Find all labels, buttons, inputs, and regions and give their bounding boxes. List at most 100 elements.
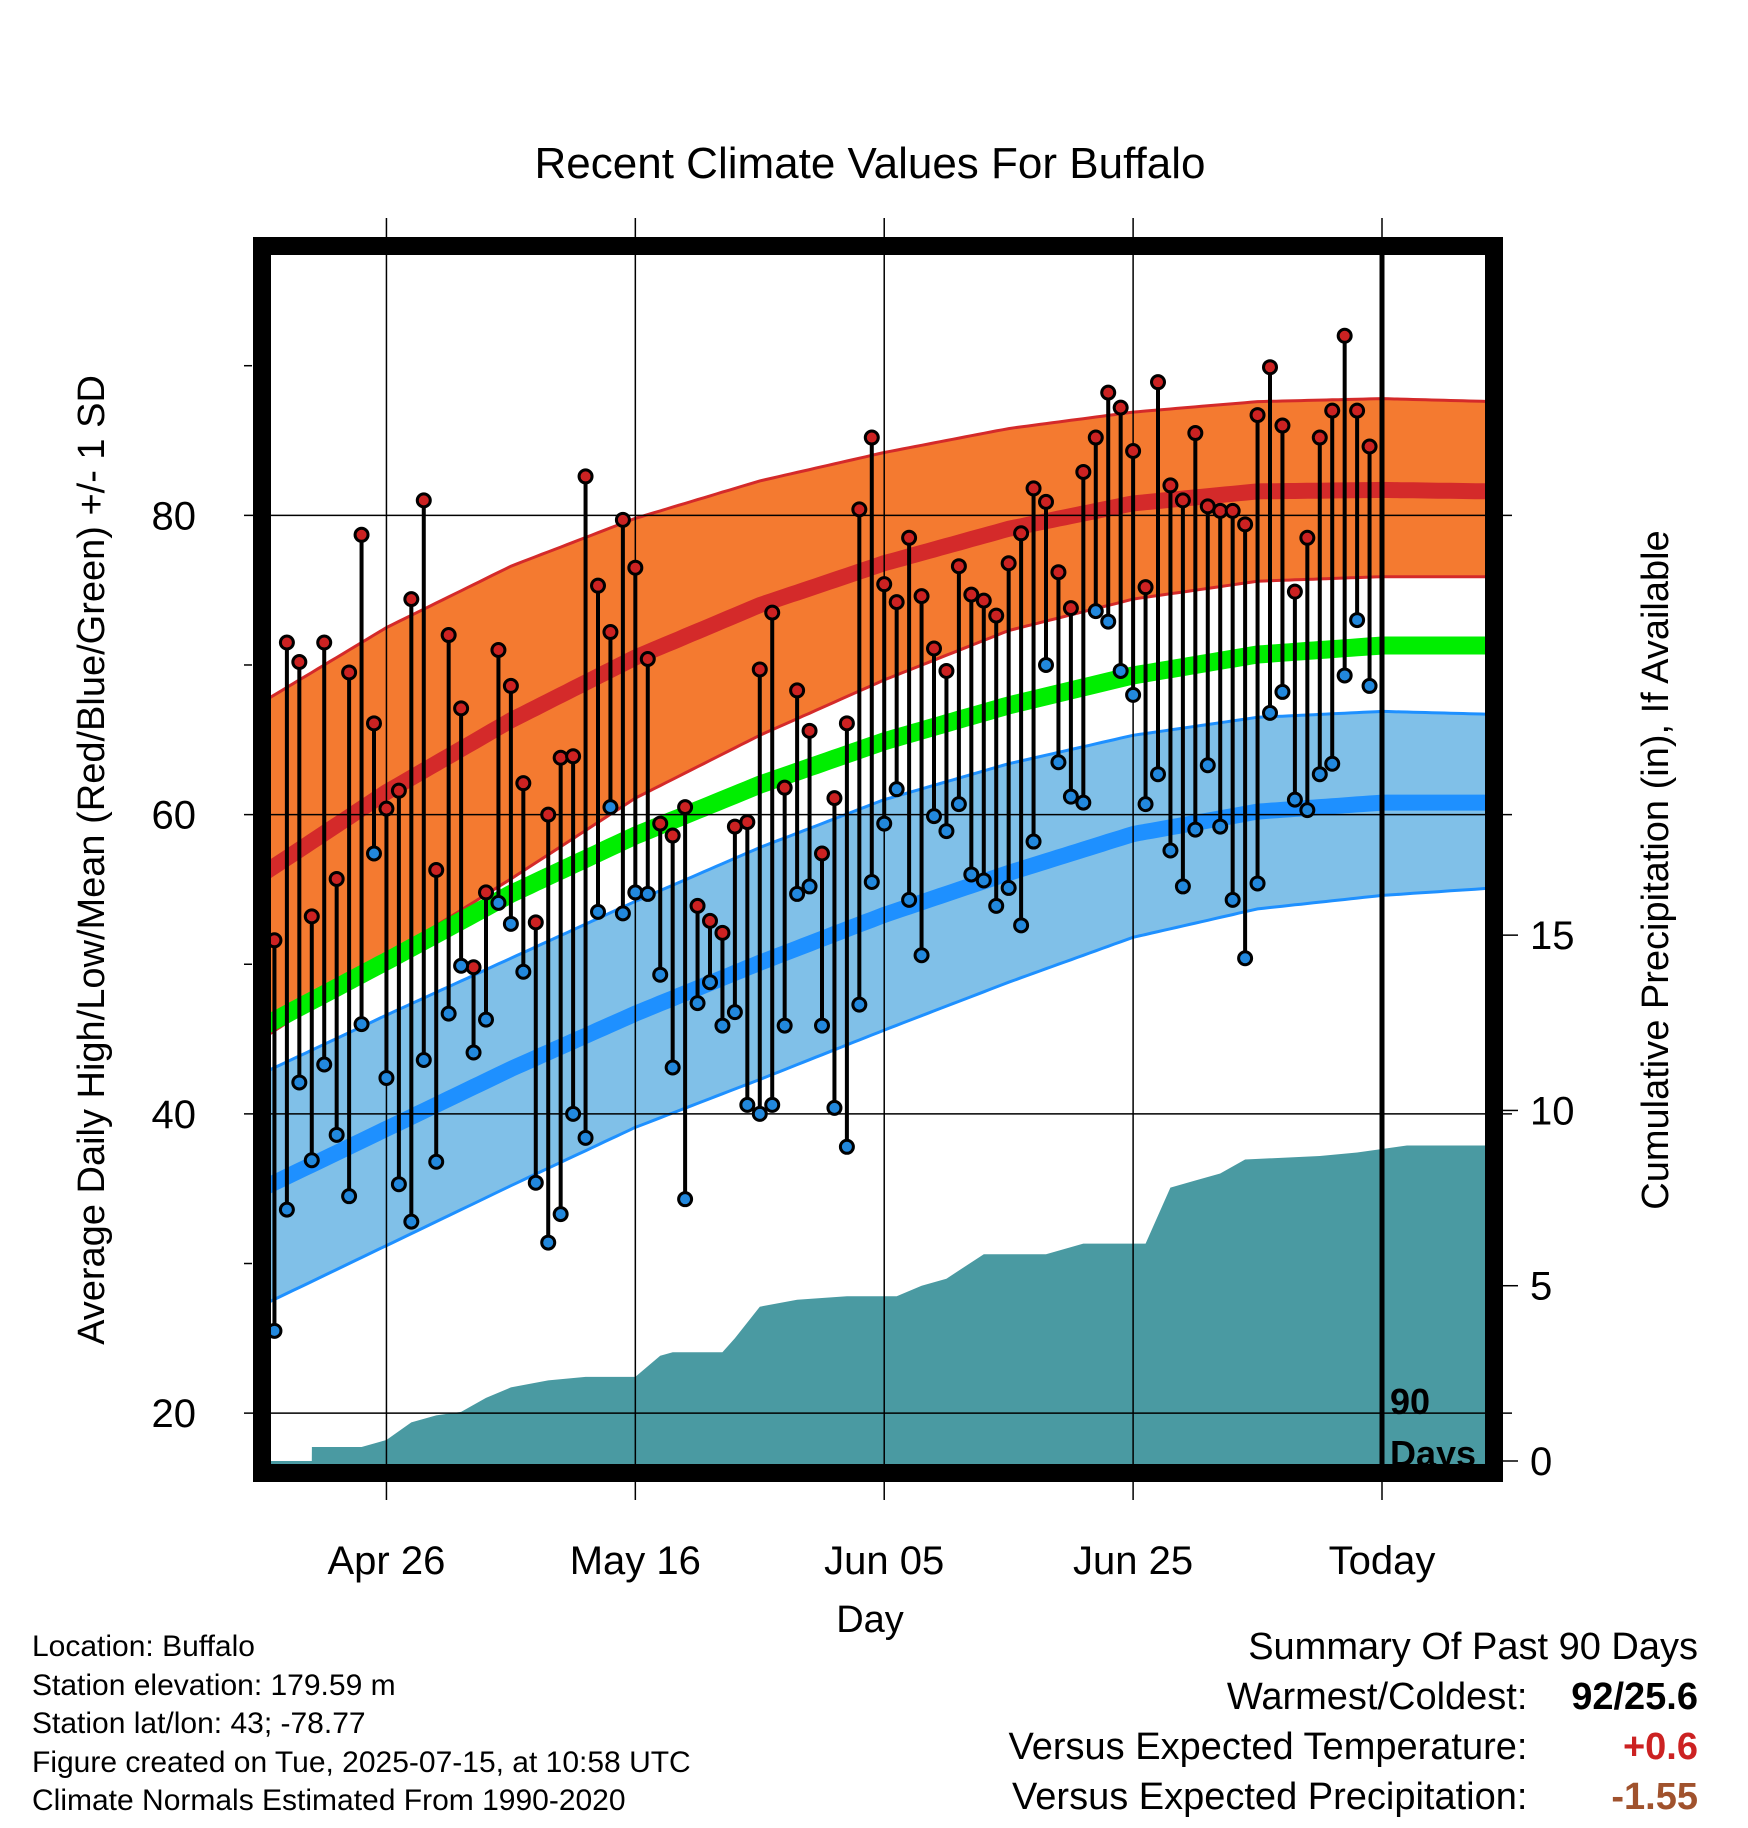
daily-high-point bbox=[278, 634, 295, 651]
daily-low-point bbox=[1162, 842, 1179, 859]
daily-high-point bbox=[1237, 516, 1254, 533]
daily-high-point bbox=[814, 845, 830, 862]
daily-low-point bbox=[1336, 667, 1353, 684]
daily-low-point bbox=[1174, 878, 1191, 895]
daily-high-point bbox=[453, 700, 470, 717]
daily-low-point bbox=[627, 884, 644, 901]
daily-low-point bbox=[565, 1105, 582, 1122]
daily-high-point bbox=[702, 912, 718, 929]
daily-high-point bbox=[1150, 374, 1166, 391]
daily-high-point bbox=[863, 429, 880, 446]
daily-low-point bbox=[552, 1206, 569, 1223]
daily-low-point bbox=[527, 1174, 544, 1191]
x-axis-label: Day bbox=[836, 1599, 904, 1641]
y-tick-label-2: 60 bbox=[152, 794, 197, 838]
normals-text: Climate Normals Estimated From 1990-2020 bbox=[32, 1784, 626, 1817]
daily-high-point bbox=[1162, 477, 1179, 494]
daily-low-point bbox=[453, 957, 470, 974]
daily-low-point bbox=[652, 966, 669, 983]
daily-high-point bbox=[901, 529, 918, 546]
daily-low-point bbox=[440, 1005, 457, 1022]
y2-axis-label: Cumulative Precipitation (in), If Availa… bbox=[1635, 530, 1677, 1209]
daily-high-point bbox=[627, 559, 644, 576]
daily-low-point bbox=[1237, 950, 1254, 967]
low-normal-line bbox=[262, 794, 1494, 1196]
daily-high-point bbox=[390, 782, 407, 799]
daily-high-point bbox=[1137, 579, 1154, 596]
daily-high-point bbox=[664, 827, 681, 844]
daily-low-point bbox=[913, 947, 930, 964]
daily-low-point bbox=[515, 963, 532, 980]
daily-low-point bbox=[1349, 612, 1366, 629]
daily-low-point bbox=[963, 866, 980, 883]
daily-high-point bbox=[677, 799, 694, 816]
daily-low-point bbox=[1100, 613, 1117, 630]
daily-low-point bbox=[1311, 766, 1328, 783]
daily-high-point bbox=[577, 468, 594, 485]
daily-low-point bbox=[316, 1056, 333, 1073]
daily-low-point bbox=[751, 1105, 768, 1122]
daily-low-point bbox=[1274, 683, 1291, 700]
daily-high-point bbox=[1349, 402, 1366, 419]
mean-normal-line bbox=[262, 636, 1494, 1036]
daily-low-point bbox=[502, 915, 519, 932]
daily-high-point bbox=[316, 634, 333, 651]
daily-low-point bbox=[1249, 875, 1266, 892]
daily-low-point bbox=[490, 894, 507, 911]
daily-high-point bbox=[428, 861, 445, 878]
daily-low-point bbox=[764, 1096, 781, 1113]
daily-low-point bbox=[366, 845, 382, 862]
daily-low-point bbox=[689, 995, 706, 1012]
daily-high-point bbox=[639, 650, 656, 667]
daily-low-point bbox=[739, 1096, 756, 1113]
warmest-label: Warmest/Coldest: bbox=[1226, 1676, 1528, 1718]
daily-low-point bbox=[1224, 891, 1241, 908]
daily-low-point bbox=[975, 872, 992, 889]
daily-low-point bbox=[415, 1052, 432, 1069]
daily-high-point bbox=[838, 715, 855, 732]
daily-low-point bbox=[726, 1004, 743, 1021]
daily-low-point bbox=[938, 823, 955, 840]
daily-high-point bbox=[1050, 564, 1067, 581]
elevation-text: Station elevation: 179.59 m bbox=[32, 1668, 396, 1702]
daily-high-point bbox=[938, 662, 955, 679]
daily-low-point bbox=[789, 885, 806, 902]
today-label: 90 bbox=[1390, 1381, 1430, 1422]
daily-low-point bbox=[378, 1069, 395, 1086]
daily-high-point bbox=[1324, 402, 1341, 419]
precip-label: Versus Expected Precipitation: bbox=[1012, 1776, 1528, 1818]
daily-high-point bbox=[1361, 438, 1378, 455]
daily-high-point bbox=[851, 501, 868, 518]
location-text: Location: Buffalo bbox=[32, 1630, 255, 1663]
daily-high-point bbox=[515, 775, 532, 792]
daily-high-point bbox=[540, 806, 557, 823]
daily-low-point bbox=[926, 808, 942, 825]
daily-low-point bbox=[1025, 833, 1042, 850]
daily-high-point bbox=[478, 884, 494, 901]
daily-high-point bbox=[1112, 399, 1129, 416]
daily-high-point bbox=[303, 908, 320, 925]
daily-low-point bbox=[888, 781, 905, 798]
daily-high-point bbox=[1336, 327, 1353, 344]
daily-high-point bbox=[714, 924, 731, 941]
daily-high-point bbox=[328, 870, 345, 887]
daily-low-point bbox=[614, 905, 631, 922]
daily-high-point bbox=[1062, 600, 1079, 617]
daily-low-point bbox=[1286, 791, 1303, 808]
daily-low-point bbox=[714, 1017, 731, 1034]
daily-high-point bbox=[988, 607, 1005, 624]
y-tick-label-0: 20 bbox=[152, 1392, 197, 1436]
daily-high-point bbox=[751, 661, 768, 678]
daily-low-point bbox=[291, 1074, 308, 1091]
daily-high-point bbox=[826, 790, 843, 807]
daily-low-point bbox=[814, 1017, 830, 1034]
daily-high-point bbox=[614, 511, 631, 528]
daily-low-point bbox=[664, 1059, 681, 1076]
daily-low-point bbox=[1361, 677, 1378, 694]
daily-high-point bbox=[913, 588, 930, 605]
daily-high-point bbox=[776, 779, 793, 796]
daily-high-point bbox=[291, 653, 308, 670]
high-normal-line bbox=[262, 481, 1494, 882]
y2-tick-label-3: 15 bbox=[1530, 914, 1575, 958]
daily-high-point bbox=[590, 577, 606, 594]
